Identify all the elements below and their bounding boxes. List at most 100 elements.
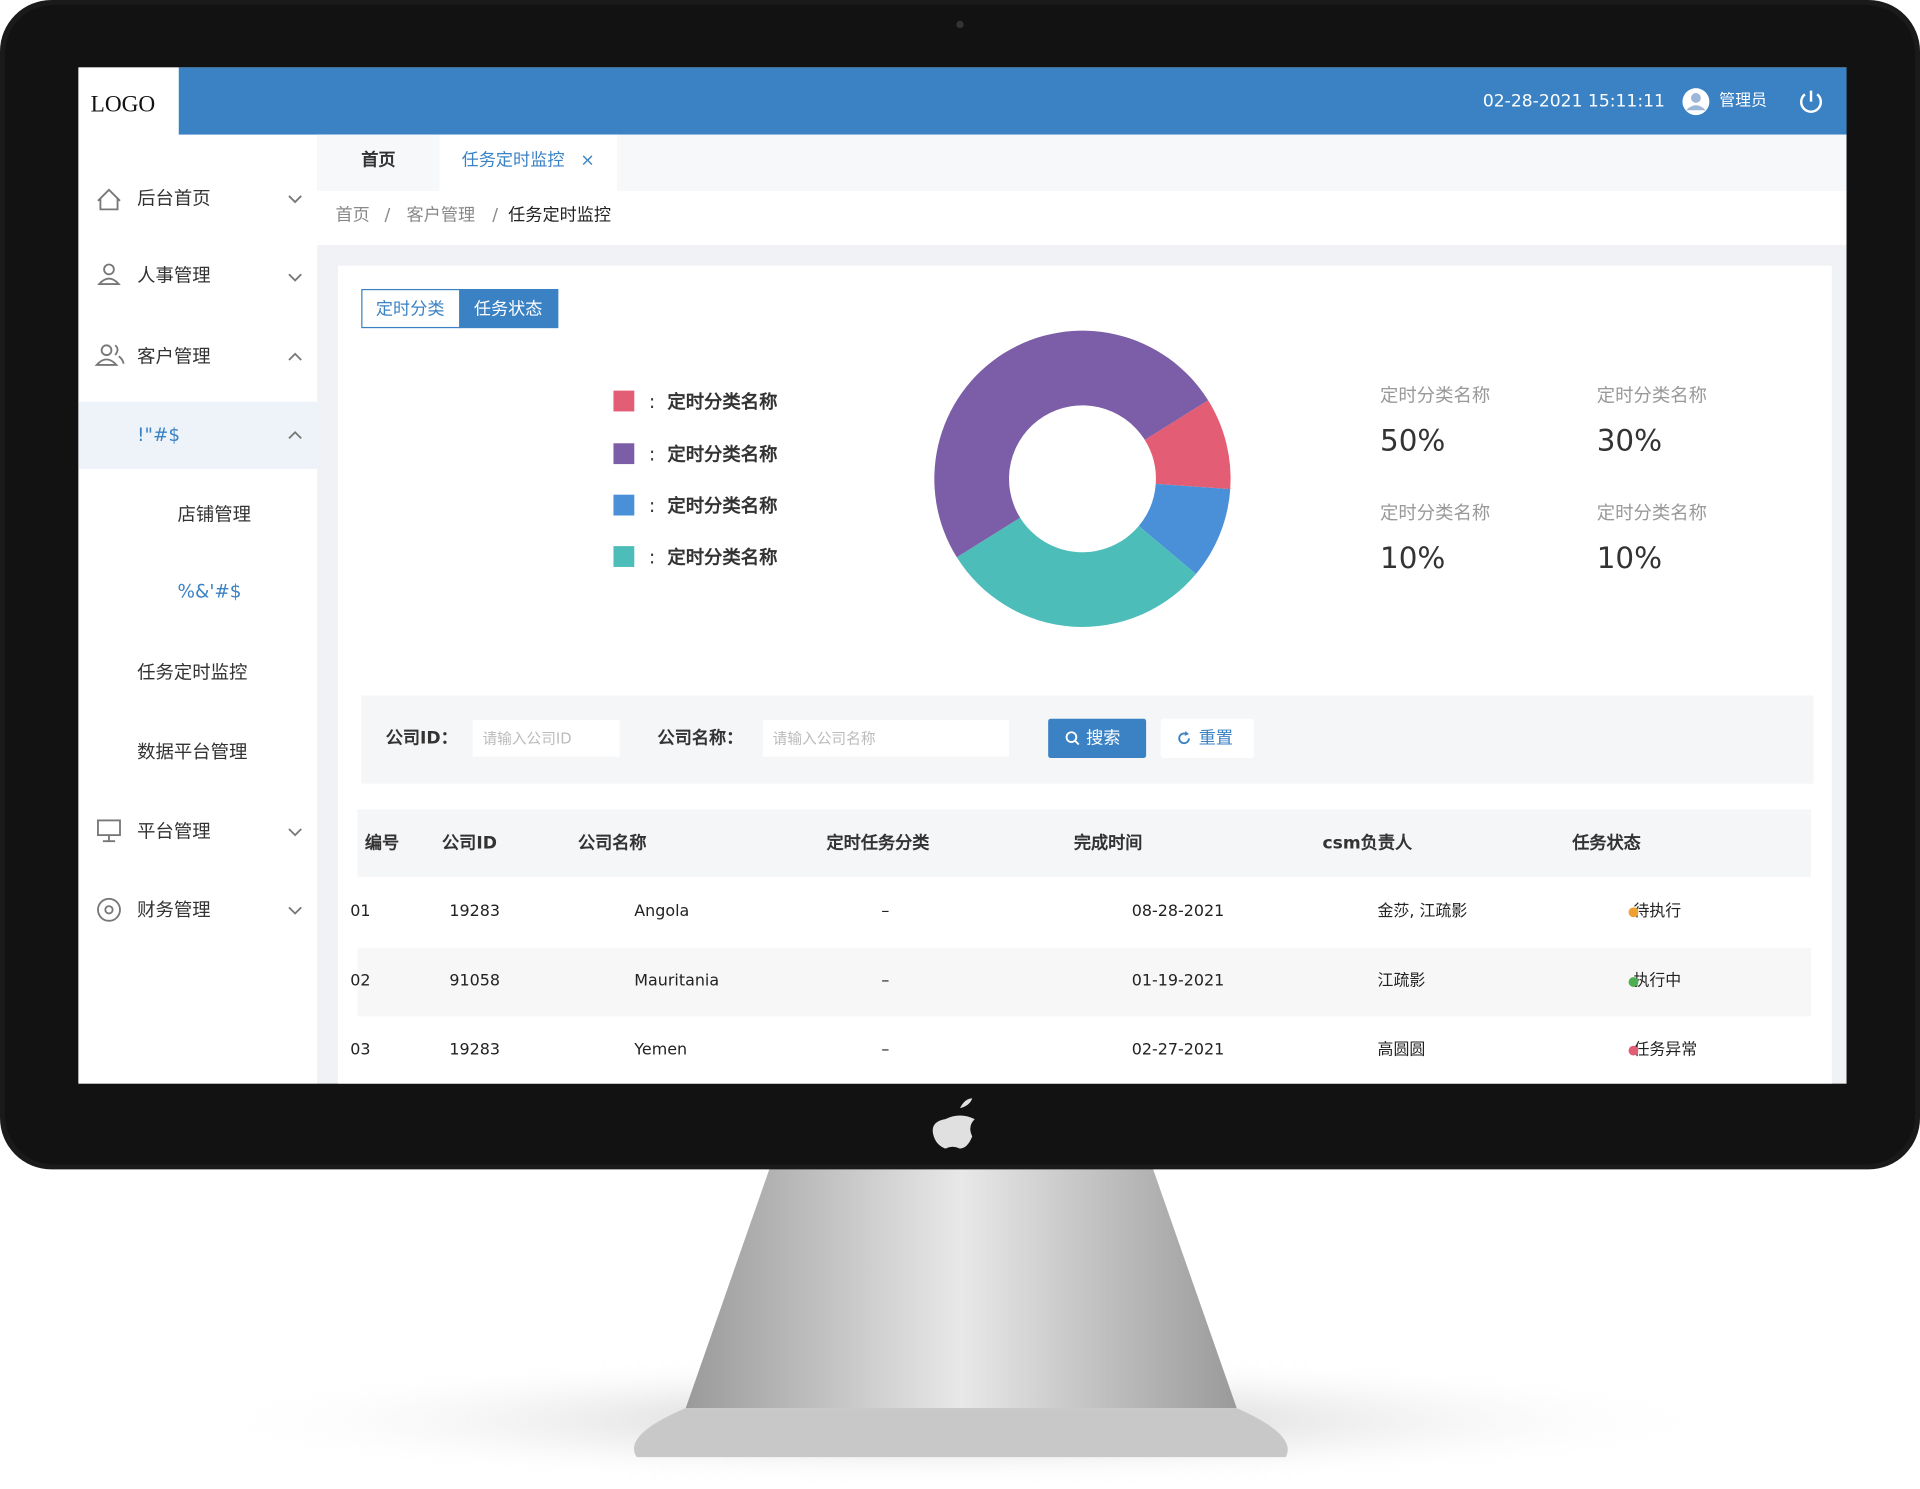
menu-item[interactable]: 任务定时监控 [137, 661, 248, 684]
sidebar-icons [94, 188, 302, 922]
breadcrumb-item[interactable]: 首页 [335, 205, 370, 226]
table-cell: 03 [350, 1040, 371, 1060]
search-icon[interactable] [1065, 731, 1080, 746]
table-cell: 待执行 [1633, 902, 1682, 921]
status-dot [1628, 907, 1639, 918]
table-cell: 19283 [449, 902, 501, 921]
breadcrumb-item[interactable]: 客户管理 [406, 205, 476, 226]
sidebar [78, 134, 318, 1084]
status-dot [1628, 977, 1639, 987]
table-cell: 执行中 [1633, 972, 1682, 991]
field-label: 公司名称： [657, 728, 744, 749]
legend-swatch [613, 546, 635, 567]
breadcrumb-separator: / [384, 205, 391, 226]
donut-segment [956, 517, 1196, 627]
field-label: 公司ID： [385, 728, 458, 749]
menu-item[interactable]: 客户管理 [137, 345, 211, 368]
tab-close[interactable]: × [580, 150, 595, 171]
stat-label: 定时分类名称 [1596, 384, 1707, 407]
logo-area [78, 67, 179, 135]
tab-label[interactable]: 首页 [361, 150, 396, 171]
table-cell: 金莎, 江疏影 [1377, 902, 1468, 921]
datetime: 02-28-2021 15:11:11 [1482, 91, 1665, 112]
legend-swatch [613, 443, 635, 465]
menu-item[interactable]: 财务管理 [137, 898, 211, 921]
tab-active[interactable] [439, 134, 618, 192]
legend-swatch [613, 494, 635, 516]
stat-label: 定时分类名称 [1380, 502, 1491, 525]
table-cell: Yemen [634, 1040, 688, 1060]
stat-value: 50% [1380, 423, 1446, 458]
search-button-label[interactable]: 搜索 [1086, 728, 1121, 749]
menu-item[interactable]: 后台首页 [137, 187, 211, 210]
input[interactable] [762, 720, 1009, 757]
legend-colon: : [649, 444, 655, 465]
table-header [357, 809, 1812, 877]
table-column-header: 任务状态 [1572, 833, 1641, 854]
table-cell: – [881, 902, 890, 921]
table-cell: Angola [634, 902, 690, 921]
legend-swatch [613, 390, 635, 412]
table-column-header: csm负责人 [1322, 833, 1413, 854]
status-dot [1628, 1045, 1639, 1056]
stat-value: 10% [1380, 541, 1446, 576]
table-cell: 91058 [449, 972, 501, 991]
menu-item[interactable]: 数据平台管理 [137, 740, 248, 763]
table-cell: 02 [350, 972, 371, 991]
table-cell: 19283 [449, 1040, 501, 1060]
toggle-button[interactable] [361, 288, 461, 329]
submenu-item[interactable]: %&'#$ [177, 580, 242, 603]
donut-segment [934, 330, 1209, 558]
table-cell: 任务异常 [1633, 1040, 1698, 1060]
menu-item[interactable]: 平台管理 [137, 820, 211, 843]
table-cell: 08-28-2021 [1131, 902, 1225, 921]
menu-active-bg [78, 401, 318, 469]
legend-label: 定时分类名称 [667, 443, 778, 465]
reset-button-label[interactable]: 重置 [1198, 728, 1234, 749]
chart: : 定时分类名称: 定时分类名称: 定时分类名称: 定时分类名称 [613, 330, 1231, 627]
toggle-button-active[interactable] [459, 288, 559, 329]
table-column-header: 完成时间 [1073, 833, 1143, 854]
stat-label: 定时分类名称 [1380, 384, 1491, 407]
input[interactable] [472, 720, 620, 757]
tab[interactable] [323, 134, 434, 192]
donut-segment [1138, 483, 1231, 575]
table-column-header: 公司ID [442, 833, 497, 854]
power-button[interactable] [1796, 87, 1825, 116]
screen: LOGO 02-28-2021 15:11:11 管理员 后台首页 人事管理 客… [78, 67, 1847, 1084]
legend-label: 定时分类名称 [667, 495, 778, 517]
reset-icon[interactable] [1177, 731, 1192, 746]
legend-colon: : [649, 547, 655, 568]
search-button[interactable] [1048, 718, 1147, 758]
legend-colon: : [649, 392, 655, 413]
table-column-header: 编号 [364, 833, 400, 854]
breadcrumb-item: 任务定时监控 [508, 205, 612, 226]
legend-label: 定时分类名称 [667, 546, 778, 568]
table-cell: 01 [350, 902, 371, 921]
stat-value: 30% [1596, 423, 1663, 458]
user-name[interactable]: 管理员 [1719, 91, 1767, 111]
submenu-item[interactable]: 店铺管理 [177, 503, 252, 526]
menu-group[interactable]: !"#$ [137, 423, 181, 446]
logo: LOGO [90, 91, 156, 118]
toggle-label[interactable]: 定时分类 [375, 300, 445, 320]
legend-label: 定时分类名称 [667, 391, 778, 413]
table-row-stripe [357, 947, 1812, 1017]
table-cell: – [881, 1040, 890, 1060]
table-cell: 高圆圆 [1377, 1040, 1426, 1060]
menu-item[interactable]: 人事管理 [137, 264, 211, 287]
input-placeholder[interactable]: 请输入公司ID [482, 729, 572, 747]
reset-button[interactable] [1160, 718, 1254, 758]
legend-colon: : [649, 496, 655, 517]
table-cell: Mauritania [634, 972, 720, 991]
header-bar [178, 67, 1847, 135]
avatar[interactable] [1681, 87, 1710, 116]
input-placeholder[interactable]: 请输入公司名称 [772, 729, 876, 747]
tab-label[interactable]: 任务定时监控 [461, 150, 565, 171]
breadcrumb-separator: / [492, 205, 499, 226]
stat-label: 定时分类名称 [1596, 502, 1707, 525]
table-cell: 01-19-2021 [1131, 972, 1225, 991]
table-cell: – [881, 972, 890, 991]
toggle-label[interactable]: 任务状态 [473, 300, 543, 320]
